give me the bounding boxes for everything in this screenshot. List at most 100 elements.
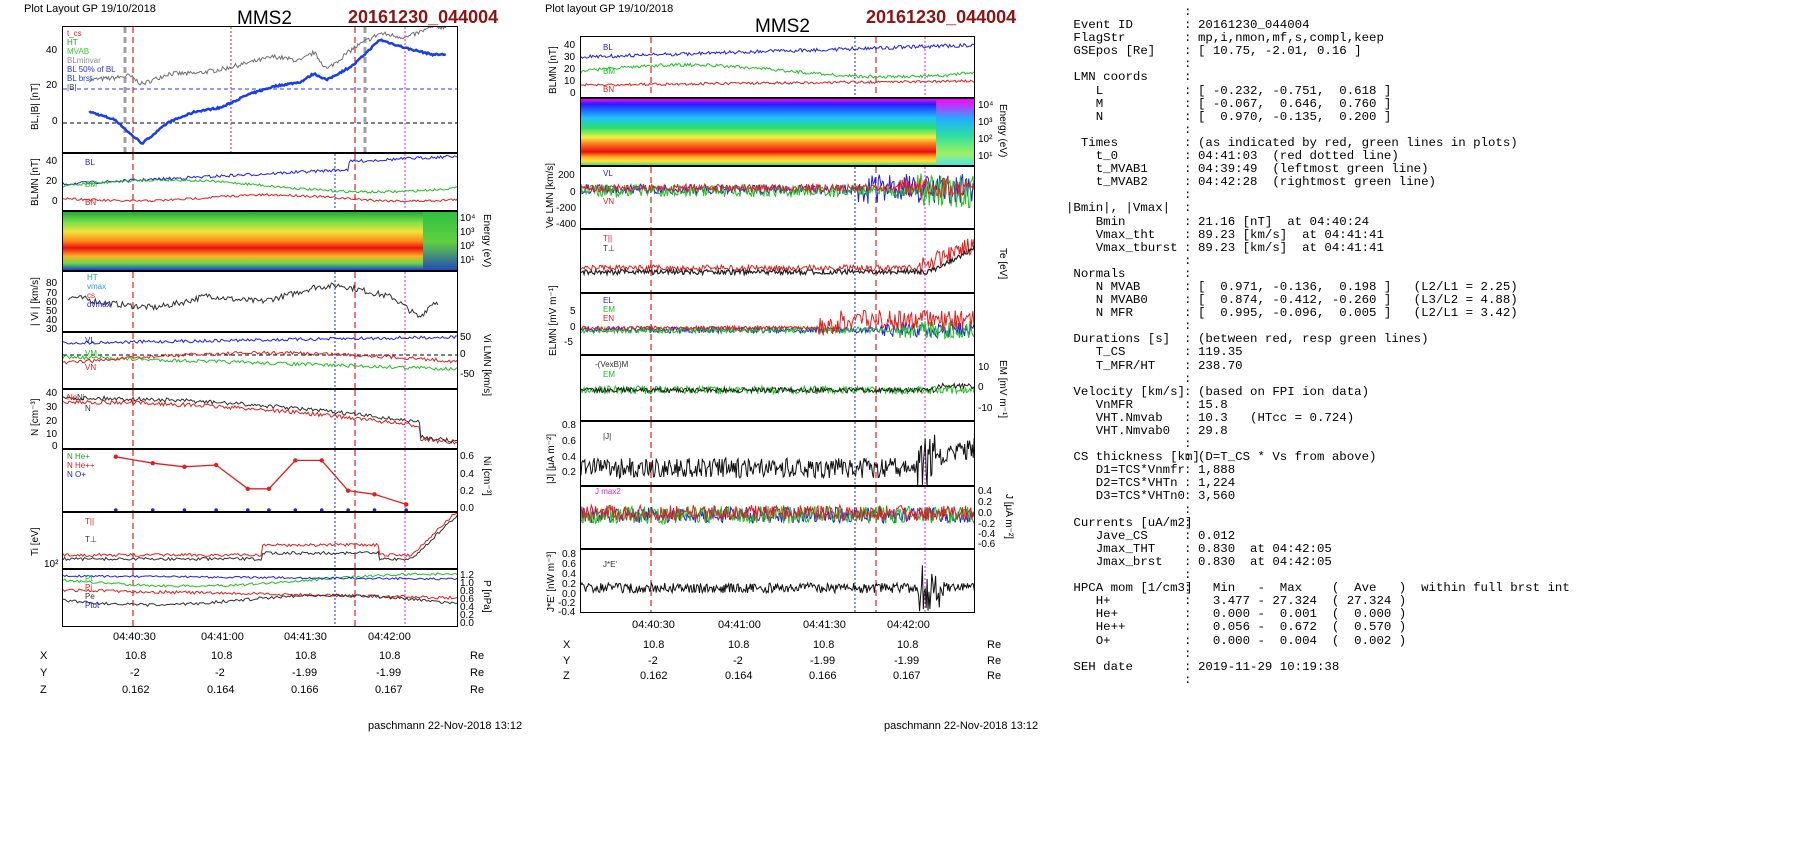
mid-pos-y-0: -2 [648, 655, 658, 667]
m6-ytick-0: 0 [978, 382, 984, 393]
info-colon: : [1184, 515, 1192, 530]
panel-ni-plot [113, 450, 409, 511]
o-point [293, 508, 298, 511]
info-colon: : [1184, 659, 1192, 674]
energy-fade-right [423, 212, 457, 270]
info-key: VHT.Nmvab0 [1066, 424, 1171, 438]
p5-ytick-m50: -50 [460, 369, 475, 380]
info-row: Bmin:21.16 [nT] at 04:40:24 [1066, 214, 1796, 229]
info-row: Currents [uA/m2]: [1066, 515, 1796, 530]
m9-ytick-08: 0.8 [562, 549, 576, 560]
info-colon: : [1184, 227, 1192, 242]
info-row: t_MVAB2:04:42:28 (rightmost green line) [1066, 176, 1796, 189]
left-spacecraft-title: MMS2 [237, 8, 292, 29]
info-value: (between red, resp green lines) [1198, 332, 1429, 347]
info-colon: : [1184, 201, 1192, 216]
m7-ylabel: |J| [μA m⁻²] [546, 433, 557, 484]
m4-ylabel: Te [eV] [997, 248, 1008, 280]
mid-panel-jmag: |J| [580, 421, 975, 486]
info-key: |Bmin|, |Vmax| [1066, 201, 1171, 216]
mid-legend-je: J*E' [603, 560, 617, 569]
info-colon: : [1184, 489, 1192, 504]
info-colon: : [1184, 620, 1192, 635]
p4-ytick-80: 80 [46, 278, 58, 289]
he2-point [245, 486, 250, 492]
info-row: Durations [s]: (between red, resp green l… [1066, 333, 1796, 346]
info-key: N MFR [1066, 306, 1133, 321]
mid-panel-em-plot [581, 356, 974, 420]
info-value: 0.830 at 04:42:05 [1198, 554, 1332, 569]
left-pos-x-0: 10.8 [125, 650, 147, 662]
info-key: D3=TCS*VHTn0 [1066, 489, 1185, 504]
info-key: N MVAB [1066, 279, 1141, 294]
info-row: D2=TCS*VHTn:1,224 [1066, 477, 1796, 490]
info-colon: : [1184, 18, 1192, 33]
o-point [114, 508, 118, 511]
info-colon: : [1184, 44, 1192, 59]
panel-energy-left [62, 211, 458, 271]
m8-ylabel: J [μA m⁻²] [1003, 494, 1014, 539]
info-key [1066, 373, 1184, 386]
mid-panel-je: J*E' [580, 549, 975, 613]
o-point [150, 508, 155, 511]
o-point [214, 508, 218, 511]
info-key: Currents [uA/m2] [1066, 515, 1193, 530]
info-value: [ -0.067, 0.646, 0.760 ] [1198, 96, 1392, 111]
info-colon: : [1184, 345, 1192, 360]
panel-vi-legend: HT vmax cs dvmax [87, 273, 111, 309]
mid-panel-je-plot [581, 550, 974, 612]
info-colon: : [1184, 594, 1192, 609]
p1-ytick-0: 0 [52, 116, 58, 127]
info-colon: : [1184, 463, 1192, 478]
info-colon: : [1184, 214, 1192, 229]
info-value: [ 0.970, -0.135, 0.200 ] [1198, 109, 1392, 124]
he2-point [182, 464, 187, 470]
info-key: t_MVAB1 [1066, 162, 1148, 177]
panel-ti-plot [63, 513, 457, 568]
left-pos-x-unit: Re [470, 650, 485, 662]
legend-vn: VN [85, 363, 97, 372]
left-pos-z-3: 0.167 [375, 684, 403, 696]
info-value: 0.056 - 0.672 ( 0.570 ) [1198, 620, 1407, 635]
info-colon: : [1184, 332, 1192, 347]
info-row: N: [ 0.970, -0.135, 0.200 ] [1066, 109, 1796, 124]
info-key: SEH date [1066, 659, 1133, 674]
left-pos-x-1: 10.8 [211, 650, 233, 662]
he2-point [293, 458, 298, 463]
p2-ytick-40: 40 [46, 156, 58, 167]
info-row: FlagStr: mp,i,nmon,mf,s,compl,keep [1066, 32, 1796, 45]
info-colon: : [1184, 96, 1192, 111]
info-value: 0.000 - 0.001 ( 0.000 ) [1198, 607, 1407, 622]
mid-panel-blmn-plot [581, 37, 974, 97]
m8-ytick-04: 0.4 [978, 486, 992, 497]
info-value: 1,224 [1198, 476, 1236, 491]
info-value: [ 0.971, -0.136, 0.198 ] (L2/L1 = 2.25) [1198, 279, 1518, 294]
legend-ni: Ni [77, 393, 85, 402]
m9-ytick-04: 0.4 [562, 569, 576, 580]
info-row: CS thickness [km]: (D=T_CS * Vs from abov… [1066, 451, 1796, 464]
info-colon: : [1184, 240, 1192, 255]
info-row: D3=TCS*VHTn0:3,560 [1066, 490, 1796, 503]
info-value: 2019-11-29 10:19:38 [1198, 659, 1340, 674]
info-colon: : [1184, 410, 1192, 425]
event-info-table: : Event ID:20161230_044004 FlagStr: mp,i,… [1066, 5, 1796, 696]
o-point [246, 508, 250, 511]
info-row: Vmax_tburst:89.23 [km/s] at 04:41:41 [1066, 240, 1796, 255]
p7-ytick-02: 0.2 [460, 486, 474, 497]
info-key: t_0 [1066, 149, 1119, 164]
info-value: 10.3 (HTcc = 0.724) [1198, 410, 1355, 425]
info-colon: : [1184, 57, 1192, 72]
mid-xtick-3: 04:42:00 [887, 619, 930, 631]
info-key: Velocity [km/s] [1066, 384, 1185, 399]
p2-ytick-0: 0 [52, 196, 58, 207]
p7-ytick-00: 0.0 [460, 503, 474, 514]
mid-legend-tperp: T⊥ [603, 244, 615, 253]
p1-ylabel: BL,|B| [nT] [30, 83, 41, 130]
legend-bn: BN [85, 198, 97, 207]
legend-vm: VM [85, 349, 97, 358]
m2-ytick-1e1: 10¹ [978, 151, 993, 162]
panel-ni-legend: N He+ N He++ N O+ [67, 452, 95, 479]
mid-panel-ve: VL VM VN [580, 166, 975, 229]
p7-ytick-06: 0.6 [460, 451, 474, 462]
info-colon: : [1184, 581, 1192, 596]
